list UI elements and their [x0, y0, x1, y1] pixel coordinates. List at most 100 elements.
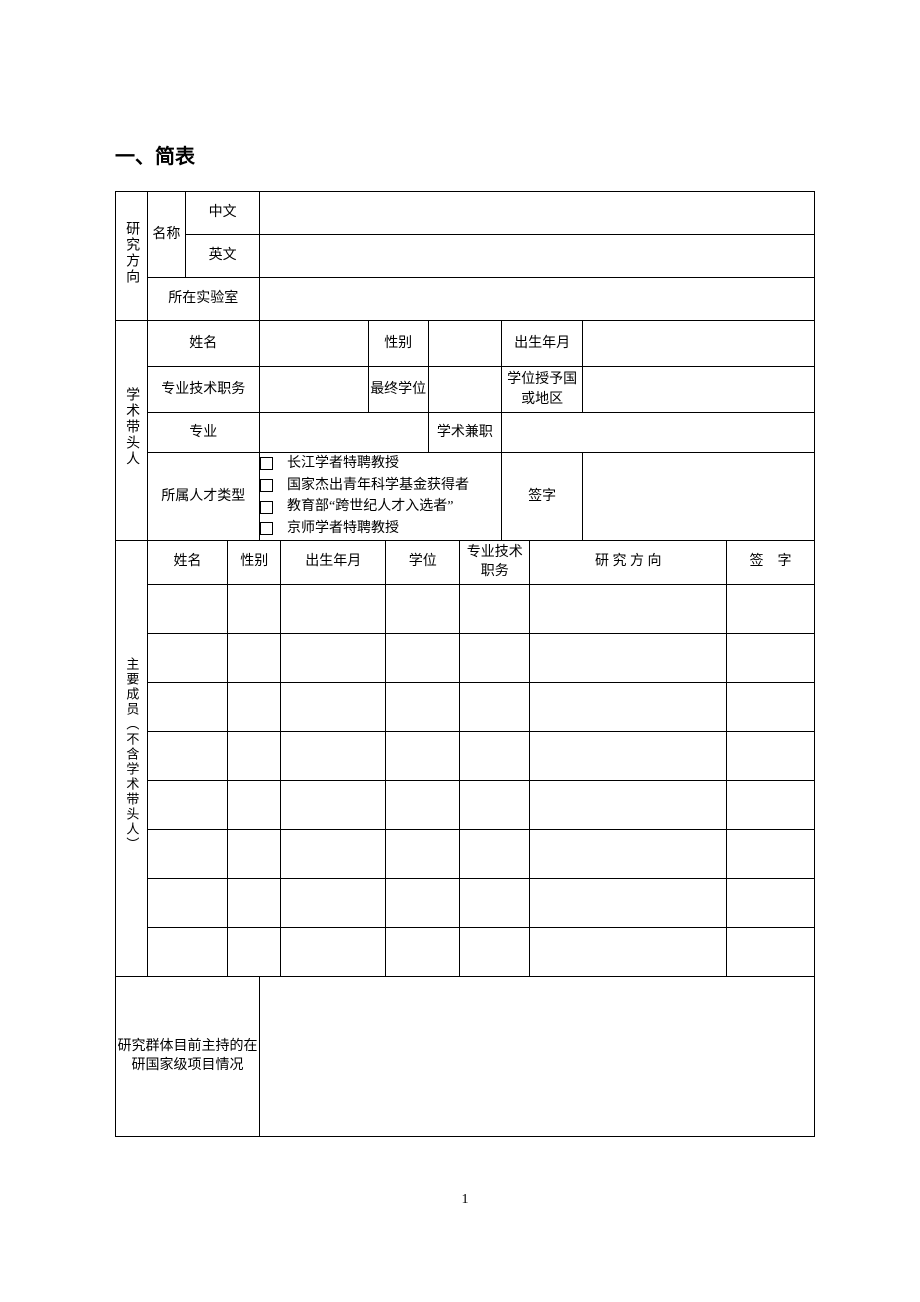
leader-birth-label: 出生年月	[502, 321, 583, 367]
leader-major-value[interactable]	[259, 413, 428, 453]
member-title[interactable]	[460, 927, 530, 976]
member-title[interactable]	[460, 878, 530, 927]
member-signature[interactable]	[727, 927, 815, 976]
member-header-direction: 研 究 方 向	[530, 540, 727, 584]
leader-birth-value[interactable]	[583, 321, 815, 367]
member-row	[116, 731, 815, 780]
member-header-degree: 学位	[386, 540, 460, 584]
member-birth[interactable]	[281, 780, 386, 829]
member-gender[interactable]	[228, 731, 281, 780]
lab-value[interactable]	[259, 278, 814, 321]
talent-option-1[interactable]: 国家杰出青年科学基金获得者	[260, 475, 501, 497]
name-label: 名称	[147, 192, 186, 278]
lab-label: 所在实验室	[147, 278, 259, 321]
leader-gender-label: 性别	[368, 321, 428, 367]
talent-option-label: 京师学者特聘教授	[287, 518, 399, 540]
member-direction[interactable]	[530, 829, 727, 878]
member-birth[interactable]	[281, 829, 386, 878]
member-signature[interactable]	[727, 780, 815, 829]
section3-label: 主要成员（不含学术带头人）	[116, 540, 148, 976]
talent-option-3[interactable]: 京师学者特聘教授	[260, 518, 501, 540]
member-direction[interactable]	[530, 878, 727, 927]
member-gender[interactable]	[228, 780, 281, 829]
member-birth[interactable]	[281, 927, 386, 976]
section1-label: 研究方向	[116, 192, 148, 321]
member-direction[interactable]	[530, 584, 727, 633]
member-gender[interactable]	[228, 927, 281, 976]
english-value[interactable]	[259, 235, 814, 278]
leader-degree-value[interactable]	[428, 367, 502, 413]
member-name[interactable]	[147, 731, 228, 780]
member-title[interactable]	[460, 682, 530, 731]
chinese-value[interactable]	[259, 192, 814, 235]
checkbox-icon[interactable]	[260, 522, 273, 535]
member-direction[interactable]	[530, 682, 727, 731]
member-row	[116, 682, 815, 731]
member-degree[interactable]	[386, 780, 460, 829]
leader-title-value[interactable]	[259, 367, 368, 413]
talent-option-label: 教育部“跨世纪人才入选者”	[287, 496, 453, 518]
leader-affiliation-value[interactable]	[502, 413, 815, 453]
section2-label: 学术带头人	[116, 321, 148, 541]
member-birth[interactable]	[281, 878, 386, 927]
member-gender[interactable]	[228, 682, 281, 731]
member-degree[interactable]	[386, 731, 460, 780]
member-name[interactable]	[147, 584, 228, 633]
section4-label: 研究群体目前主持的在研国家级项目情况	[116, 976, 260, 1136]
member-title[interactable]	[460, 584, 530, 633]
leader-degree-country-value[interactable]	[583, 367, 815, 413]
member-degree[interactable]	[386, 682, 460, 731]
section4-value[interactable]	[259, 976, 814, 1136]
checkbox-icon[interactable]	[260, 501, 273, 514]
member-birth[interactable]	[281, 731, 386, 780]
member-header-gender: 性别	[228, 540, 281, 584]
member-name[interactable]	[147, 780, 228, 829]
leader-gender-value[interactable]	[428, 321, 502, 367]
leader-affiliation-label: 学术兼职	[428, 413, 502, 453]
member-signature[interactable]	[727, 682, 815, 731]
checkbox-icon[interactable]	[260, 479, 273, 492]
member-gender[interactable]	[228, 584, 281, 633]
talent-option-0[interactable]: 长江学者特聘教授	[260, 453, 501, 475]
member-signature[interactable]	[727, 633, 815, 682]
talent-option-label: 国家杰出青年科学基金获得者	[287, 475, 469, 497]
checkbox-icon[interactable]	[260, 457, 273, 470]
member-title[interactable]	[460, 633, 530, 682]
talent-type-label: 所属人才类型	[147, 453, 259, 541]
member-degree[interactable]	[386, 927, 460, 976]
member-birth[interactable]	[281, 633, 386, 682]
leader-signature-label: 签字	[502, 453, 583, 541]
member-title[interactable]	[460, 780, 530, 829]
member-birth[interactable]	[281, 682, 386, 731]
member-direction[interactable]	[530, 927, 727, 976]
member-row	[116, 633, 815, 682]
talent-option-label: 长江学者特聘教授	[287, 453, 399, 475]
leader-name-value[interactable]	[259, 321, 368, 367]
member-signature[interactable]	[727, 878, 815, 927]
member-title[interactable]	[460, 731, 530, 780]
member-name[interactable]	[147, 829, 228, 878]
member-direction[interactable]	[530, 633, 727, 682]
member-row	[116, 829, 815, 878]
member-degree[interactable]	[386, 633, 460, 682]
member-row	[116, 780, 815, 829]
member-signature[interactable]	[727, 731, 815, 780]
member-signature[interactable]	[727, 829, 815, 878]
member-degree[interactable]	[386, 584, 460, 633]
member-name[interactable]	[147, 927, 228, 976]
member-gender[interactable]	[228, 829, 281, 878]
member-name[interactable]	[147, 878, 228, 927]
member-signature[interactable]	[727, 584, 815, 633]
member-name[interactable]	[147, 682, 228, 731]
member-birth[interactable]	[281, 584, 386, 633]
member-name[interactable]	[147, 633, 228, 682]
member-title[interactable]	[460, 829, 530, 878]
talent-option-2[interactable]: 教育部“跨世纪人才入选者”	[260, 496, 501, 518]
member-degree[interactable]	[386, 829, 460, 878]
member-direction[interactable]	[530, 780, 727, 829]
member-gender[interactable]	[228, 878, 281, 927]
member-degree[interactable]	[386, 878, 460, 927]
leader-signature-value[interactable]	[583, 453, 815, 541]
member-direction[interactable]	[530, 731, 727, 780]
member-gender[interactable]	[228, 633, 281, 682]
